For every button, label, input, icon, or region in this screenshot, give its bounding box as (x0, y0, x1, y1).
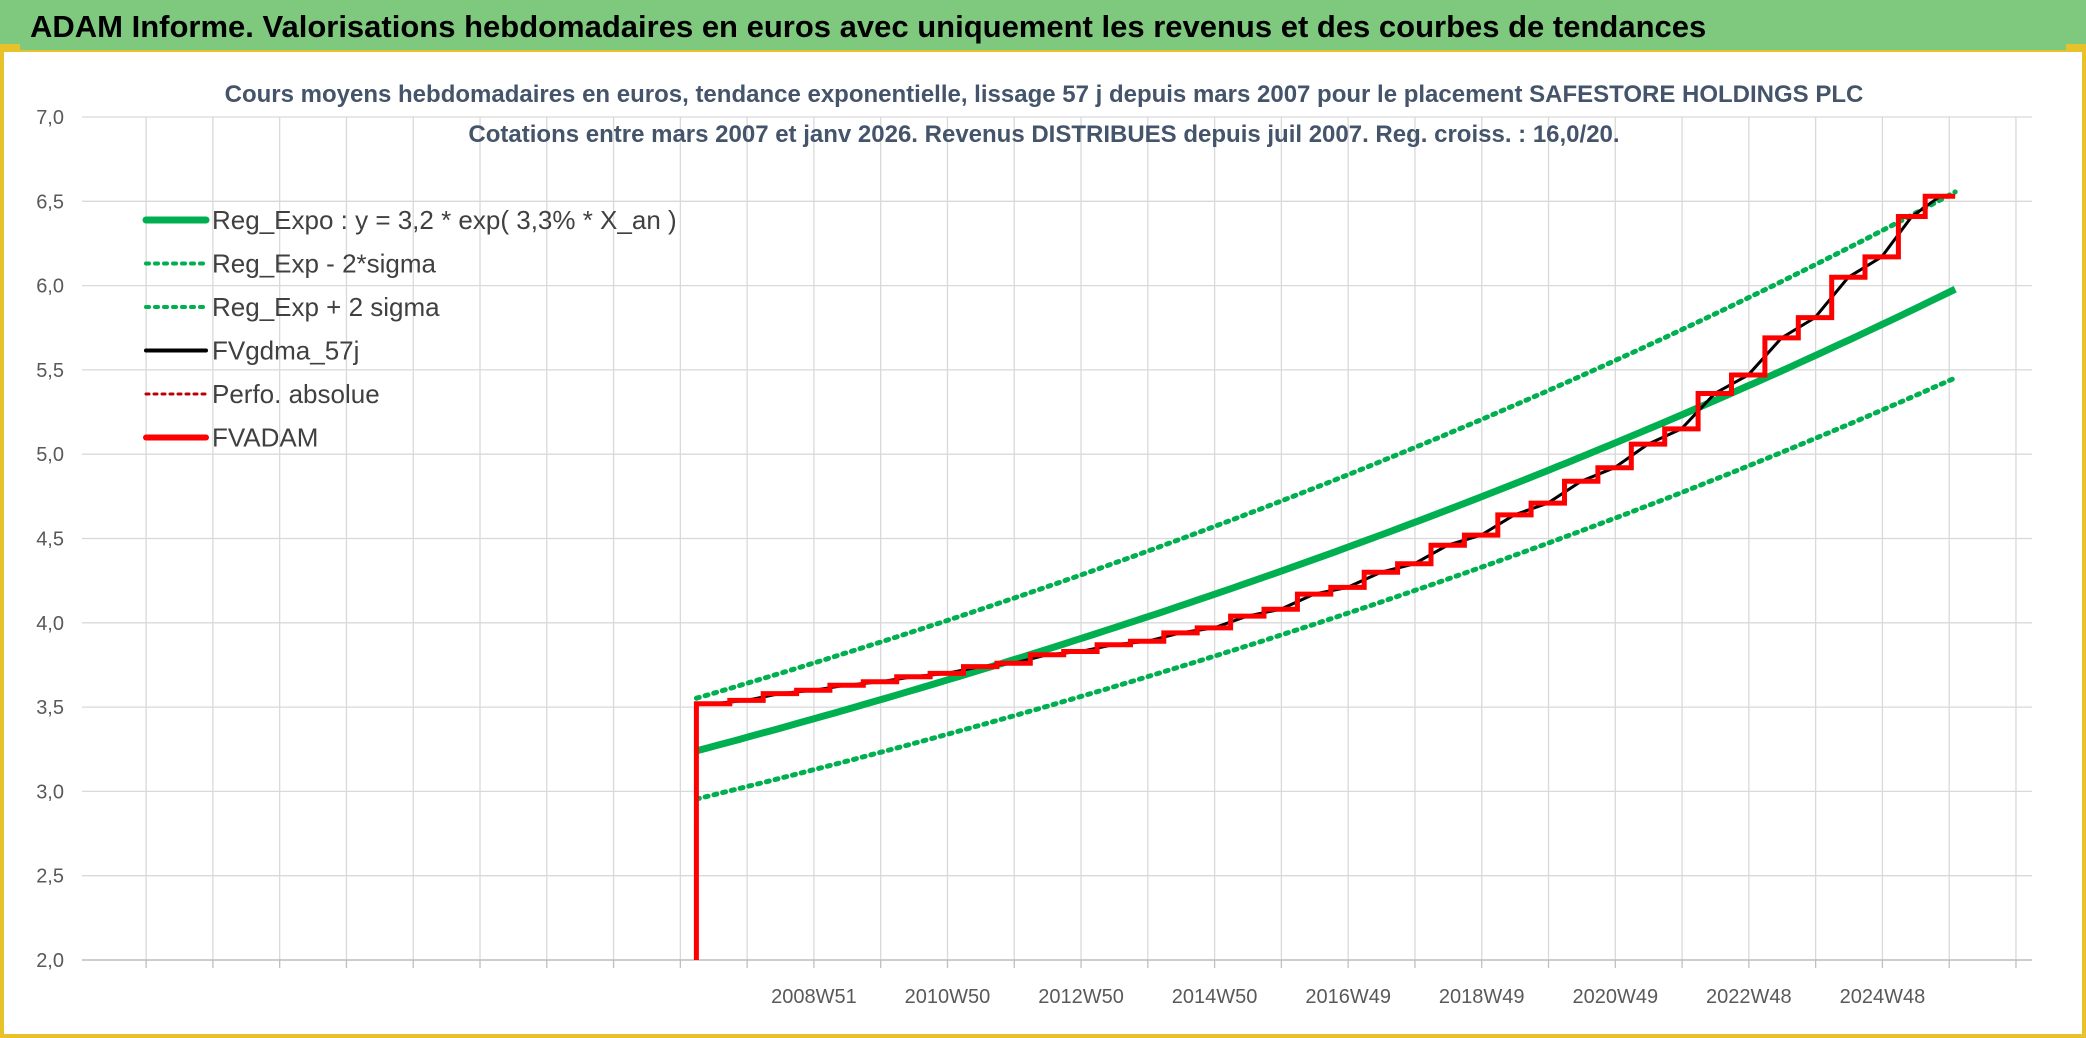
legend: Reg_Expo : y = 3,2 * exp( 3,3% * X_an ) R… (142, 205, 677, 453)
y-tick-label: 5,0 (36, 444, 64, 466)
series-fvadam (693, 193, 1956, 961)
report-title: ADAM Informe. Valorisations hebdomadaire… (30, 9, 1707, 44)
series-reg-exp-minus-2sigma (693, 375, 1958, 802)
legend-label: Reg_Exp + 2 sigma (212, 292, 440, 322)
y-tick-label: 4,0 (36, 613, 64, 635)
series-reg-expo (695, 286, 1957, 755)
chart-svg: 2,0 2,5 3,0 3,5 4,0 4,5 5,0 5,5 6,0 6,5 7,0 2008W51… (36, 81, 2032, 1008)
x-tick-label: 2012W50 (1038, 986, 1124, 1008)
corner-accent-left (0, 44, 20, 52)
y-tick-label: 6,0 (36, 276, 64, 298)
x-tick-label: 2016W49 (1305, 986, 1391, 1008)
y-tick-label: 5,5 (36, 360, 64, 382)
legend-label: FVgdma_57j (212, 336, 359, 366)
y-tick-label: 3,0 (36, 781, 64, 803)
x-tick-label: 2008W51 (771, 986, 857, 1008)
y-tick-label: 3,5 (36, 697, 64, 719)
grid (82, 116, 2032, 961)
x-tick-label: 2010W50 (905, 986, 991, 1008)
y-tick-label: 4,5 (36, 529, 64, 551)
chart-title: Cours moyens hebdomadaires en euros, ten… (225, 81, 1864, 108)
corner-accent-right (2066, 44, 2086, 52)
y-tick-label: 2,5 (36, 866, 64, 888)
y-tick-label: 2,0 (36, 950, 64, 972)
series-fvgdma-57j (712, 194, 1942, 706)
legend-label: FVADAM (212, 423, 318, 453)
x-tick-label: 2014W50 (1172, 986, 1258, 1008)
legend-label: Reg_Exp - 2*sigma (212, 249, 437, 279)
y-tick-label: 7,0 (36, 107, 64, 129)
x-tick-label: 2018W49 (1439, 986, 1525, 1008)
legend-label: Perfo. absolue (212, 379, 380, 409)
series-reg-exp-plus-2sigma (693, 189, 1958, 701)
x-tick-label: 2022W48 (1706, 986, 1792, 1008)
chart-panel: 2,0 2,5 3,0 3,5 4,0 4,5 5,0 5,5 6,0 6,5 7,0 2008W51… (0, 52, 2086, 1038)
report-header: ADAM Informe. Valorisations hebdomadaire… (0, 0, 2086, 52)
y-tick-label: 6,5 (36, 191, 64, 213)
chart-subtitle: Cotations entre mars 2007 et janv 2026. … (468, 121, 1619, 148)
legend-label: Reg_Expo : y = 3,2 * exp( 3,3% * X_an ) (212, 205, 677, 235)
axes: 2,0 2,5 3,0 3,5 4,0 4,5 5,0 5,5 6,0 6,5 7,0 2008W51… (36, 107, 2032, 1008)
series (693, 189, 1958, 961)
x-tick-label: 2024W48 (1840, 986, 1926, 1008)
x-tick-label: 2020W49 (1572, 986, 1658, 1008)
